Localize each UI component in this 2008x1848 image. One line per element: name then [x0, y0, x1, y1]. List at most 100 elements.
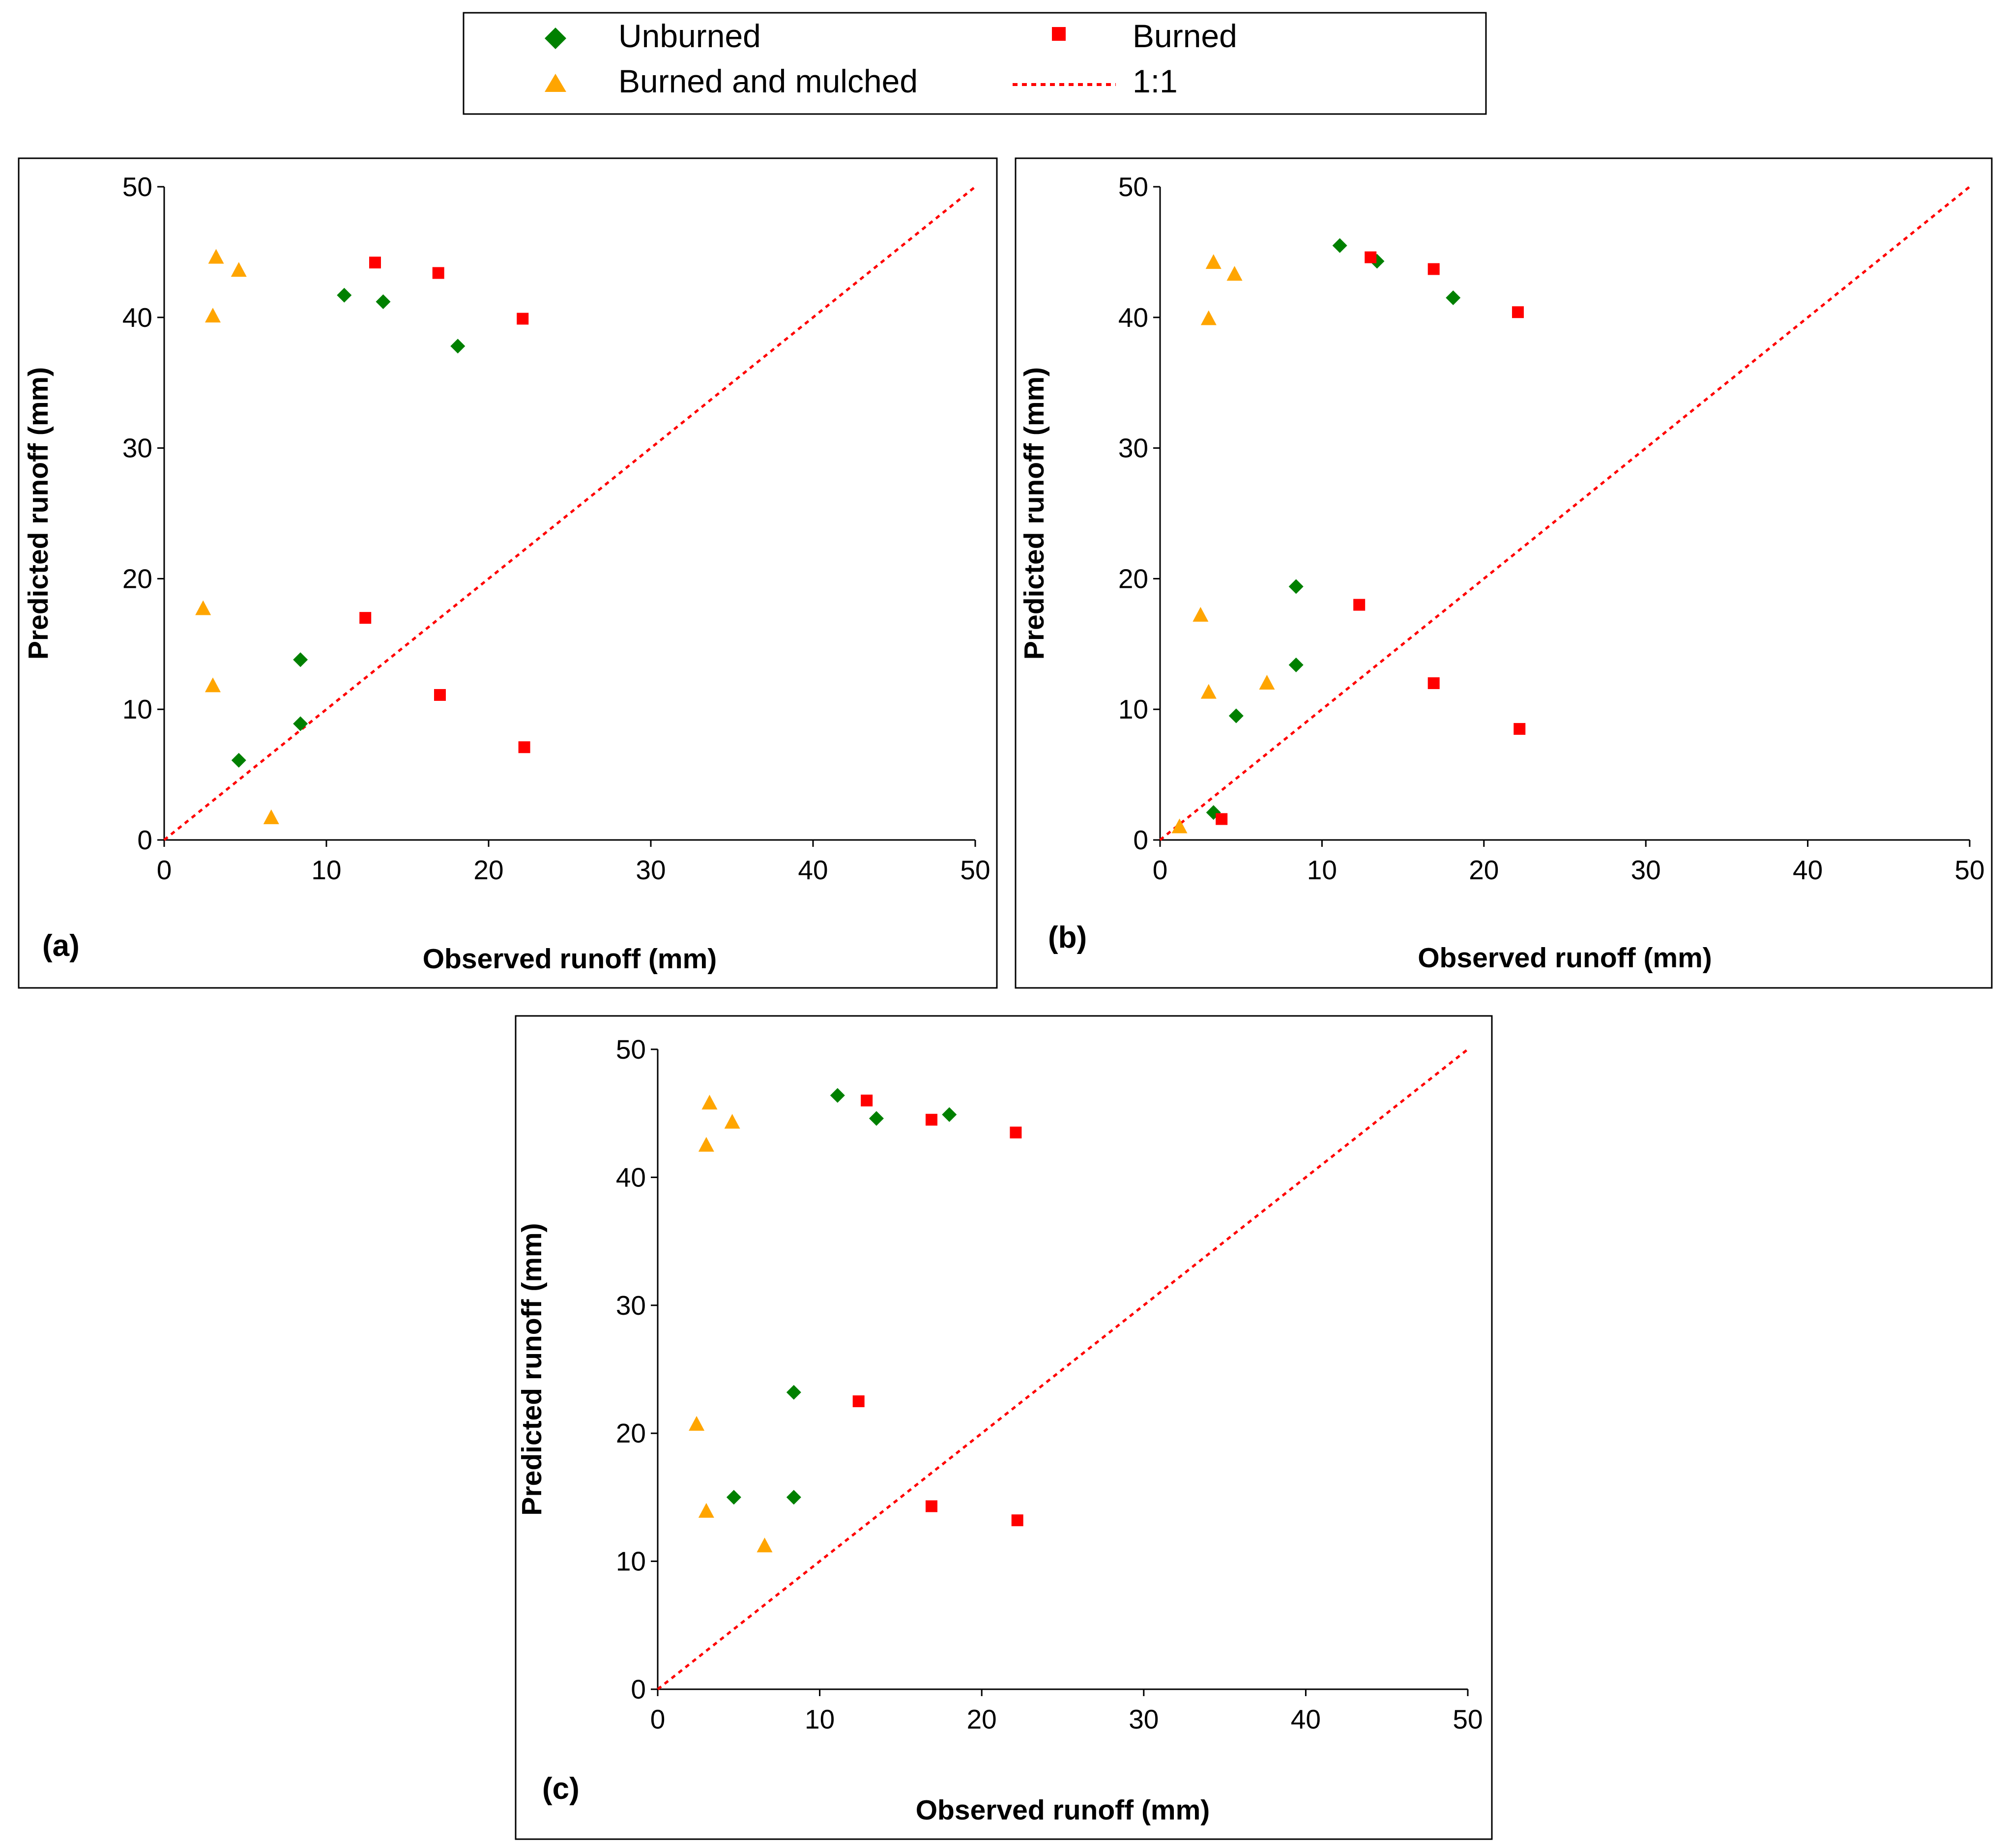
panel-b-x-tick-label: 0 [1153, 855, 1168, 885]
panel-b-y-tick-label: 50 [1118, 172, 1148, 202]
panel-a-burned-and-mulched-point [205, 308, 221, 323]
panel-b-x-tick-label: 20 [1469, 855, 1499, 885]
panel-a-unburned-point [293, 652, 308, 667]
panel-c-burned-point [852, 1395, 865, 1408]
panel-a-unburned-point [231, 752, 246, 768]
panel-c-burned-and-mulched-point [689, 1415, 705, 1431]
panel-c-unburned-point [830, 1088, 845, 1103]
panel-c-y-tick-label: 0 [631, 1674, 646, 1704]
legend-entry-burned: Burned [1052, 18, 1237, 54]
legend-burned-label: Burned [1133, 18, 1237, 54]
panel-b-y-tick-label: 0 [1133, 825, 1148, 855]
legend-burned-marker [1052, 27, 1066, 41]
legend-entry-one-to-one: 1:1 [1013, 63, 1178, 99]
panel-c-y-tick-label: 30 [616, 1290, 646, 1321]
panel-a-y-tick-label: 30 [122, 433, 152, 463]
panel-a-label: (a) [42, 929, 80, 963]
legend-burned-mulched-marker [545, 74, 566, 92]
panel-a-one-to-one-line [163, 186, 976, 841]
panel-a-unburned-point [450, 339, 466, 354]
panel-b-x-tick-label: 10 [1307, 855, 1337, 885]
panel-a-burned-point [432, 267, 444, 279]
panel-b-y-tick-label: 30 [1118, 433, 1148, 463]
panel-a-burned-point [359, 612, 372, 624]
legend-unburned-label: Unburned [618, 18, 761, 54]
panel-c-x-tick-label: 10 [805, 1704, 835, 1734]
panel-a-burned-and-mulched-point [263, 809, 279, 824]
panel-a-chart: 0 10 20 30 40 50 0 10 20 30 40 50 Observed runoff (m… [23, 172, 990, 975]
panel-b-frame [1015, 157, 1993, 989]
panel-a-y-tick-label: 0 [137, 825, 152, 855]
panel-c-frame [515, 1015, 1493, 1840]
panel-b-unburned-point [1288, 657, 1304, 672]
panel-a-y-tick-label: 40 [122, 302, 152, 333]
panel-c-one-to-one-line [657, 1048, 1469, 1690]
panel-c-burned-point [926, 1114, 938, 1126]
panel-a-frame [18, 157, 998, 989]
panel-a-y-tick-label: 10 [122, 694, 152, 724]
legend-box [463, 12, 1487, 115]
panel-c-unburned-point [726, 1490, 741, 1505]
panel-c-unburned-point [786, 1490, 801, 1505]
panel-c-y-tick-label: 50 [616, 1034, 646, 1065]
panel-c-burned-point [1010, 1126, 1022, 1139]
panel-c-burned-point [861, 1095, 873, 1107]
panel-a-unburned-point [293, 716, 308, 731]
panel-a-burned-and-mulched-point [195, 600, 211, 615]
panel-b-unburned-point [1332, 238, 1347, 253]
panel-b-x-tick-label: 40 [1793, 855, 1823, 885]
panel-c-y-tick-label: 40 [616, 1162, 646, 1192]
panel-b-burned-and-mulched-point [1259, 675, 1275, 690]
legend-entry-burned-mulched: Burned and mulched [545, 63, 918, 99]
panel-b-burned-point [1365, 251, 1377, 263]
panel-a-burned-and-mulched-point [208, 249, 224, 264]
panel-b-label: (b) [1048, 921, 1087, 954]
panel-b-unburned-point [1288, 579, 1304, 594]
panel-c-burned-point [1011, 1514, 1023, 1527]
panel-a-y-axis-title: Predicted runoff (mm) [23, 367, 54, 660]
panel-c-x-tick-label: 20 [967, 1704, 997, 1734]
legend-one-to-one-label: 1:1 [1133, 63, 1178, 99]
legend-unburned-marker [545, 28, 566, 49]
panel-b-burned-and-mulched-point [1193, 606, 1209, 622]
panel-b-burned-and-mulched-point [1171, 818, 1188, 834]
legend: Unburned Burned Burned and mulched 1:1 [463, 12, 1487, 115]
panel-c-y-tick-label: 20 [616, 1418, 646, 1448]
legend-entry-unburned: Unburned [545, 18, 761, 54]
panel-b-y-axis-title: Predicted runoff (mm) [1019, 367, 1050, 660]
panel-a-unburned-point [337, 288, 352, 303]
panel-c-unburned-point [869, 1111, 884, 1126]
panel-a-burned-point [517, 313, 529, 325]
panel-b-x-tick-label: 50 [1954, 855, 1984, 885]
panel-a-x-tick-label: 20 [473, 855, 503, 885]
panel-b-x-axis-title: Observed runoff (mm) [1418, 942, 1712, 974]
panel-c-y-axis-title: Predicted runoff (mm) [516, 1223, 548, 1515]
panel-b-burned-point [1216, 813, 1228, 825]
panel-a-x-tick-label: 40 [798, 855, 828, 885]
panel-b-burned-point [1427, 677, 1440, 690]
panel-b-y-tick-label: 40 [1118, 302, 1148, 333]
panel-c-label: (c) [542, 1772, 580, 1806]
panel-a-x-axis-title: Observed runoff (mm) [423, 943, 717, 975]
panel-c-x-tick-label: 0 [650, 1704, 666, 1734]
panel-a-x-tick-label: 30 [636, 855, 666, 885]
panel-b-y-tick-label: 20 [1118, 563, 1148, 594]
panel-c-burned-and-mulched-point [724, 1114, 740, 1129]
panel-a-x-tick-label: 0 [157, 855, 172, 885]
panel-a-y-tick-label: 20 [122, 563, 152, 594]
panel-c-burned-and-mulched-point [701, 1095, 718, 1110]
panel-c-burned-and-mulched-point [698, 1503, 714, 1518]
panel-a-burned-point [518, 741, 530, 753]
panel-a-burned-point [434, 689, 446, 701]
panel-b-burned-point [1353, 599, 1366, 611]
panel-b-one-to-one-line [1159, 186, 1971, 841]
panel-c-burned-point [926, 1500, 938, 1512]
panel-c-y-tick-label: 10 [616, 1546, 646, 1577]
panel-c-burned-and-mulched-point [757, 1537, 773, 1553]
panel-a-unburned-point [376, 294, 391, 309]
panel-c-x-tick-label: 40 [1291, 1704, 1321, 1734]
panel-a-burned-and-mulched-point [231, 262, 247, 277]
panel-b-x-tick-label: 30 [1631, 855, 1661, 885]
panel-c-burned-and-mulched-point [698, 1137, 714, 1152]
panel-c-x-axis-title: Observed runoff (mm) [916, 1794, 1210, 1826]
